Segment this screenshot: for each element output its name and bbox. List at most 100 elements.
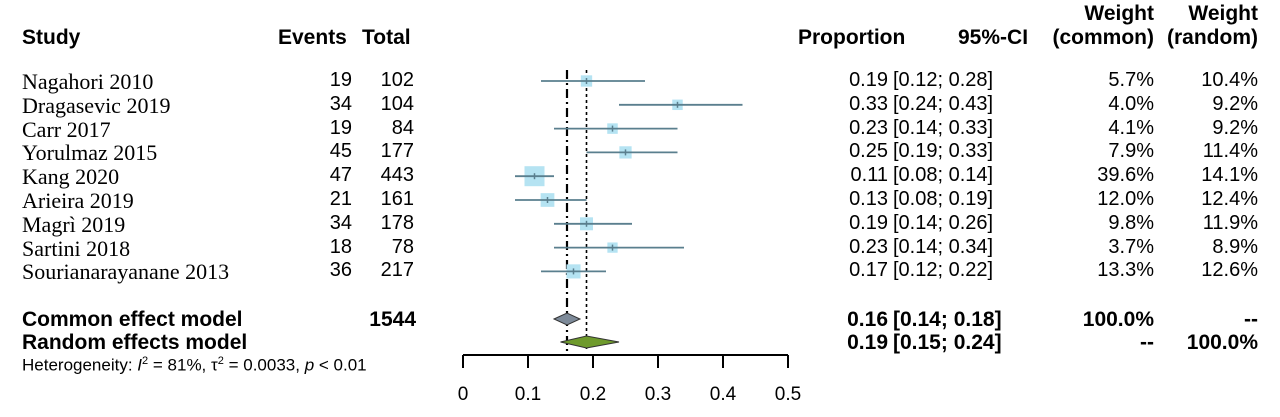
study-total: 102 <box>380 69 414 91</box>
study-proportion: 0.11 <box>850 164 888 187</box>
study-proportion: 0.19 <box>849 69 888 91</box>
study-proportion: 0.13 <box>849 188 888 210</box>
study-name: Carr 2017 <box>22 116 111 142</box>
study-proportion: 0.17 <box>849 259 888 282</box>
study-events: 21 <box>329 188 352 210</box>
x-tick-label: 0.3 <box>644 384 672 405</box>
common-model-weight-random: -- <box>1244 308 1258 331</box>
study-weight-common: 3.7% <box>1108 235 1154 258</box>
study-weight-random: 11.9% <box>1202 211 1258 234</box>
study-weight-random: 12.4% <box>1201 188 1258 210</box>
study-name: Dragasevic 2019 <box>22 92 171 118</box>
random-model-proportion: 0.19 <box>847 331 888 354</box>
header-weight-random-line2: (random) <box>1167 26 1258 49</box>
study-events: 47 <box>329 164 352 187</box>
common-model-ci: [0.14; 0.18] <box>893 308 1002 331</box>
study-weight-random: 9.2% <box>1212 92 1258 115</box>
x-tick-label: 0.1 <box>514 384 542 405</box>
heterogeneity-prefix: Heterogeneity: <box>22 355 138 375</box>
x-tick-label: 0.4 <box>709 384 737 405</box>
study-total: 178 <box>380 211 414 234</box>
study-name: Nagahori 2010 <box>22 69 154 94</box>
study-weight-random: 12.6% <box>1201 259 1258 282</box>
x-tick-label: 0 <box>457 384 469 405</box>
study-proportion: 0.23 <box>849 235 888 258</box>
study-weight-common: 4.1% <box>1108 116 1154 139</box>
study-name: Yorulmaz 2015 <box>22 140 158 166</box>
study-weight-random: 8.9% <box>1212 235 1258 258</box>
header-proportion: Proportion <box>798 26 906 49</box>
study-ci: [0.19; 0.33] <box>893 140 994 163</box>
study-ci: [0.14; 0.26] <box>893 211 994 234</box>
study-weight-common: 39.6% <box>1097 164 1154 187</box>
study-proportion: 0.19 <box>849 211 888 234</box>
study-total: 217 <box>380 259 414 282</box>
study-ci: [0.08; 0.19] <box>893 188 994 210</box>
i2-symbol: I <box>137 355 143 375</box>
study-ci: [0.14; 0.33] <box>893 116 994 139</box>
study-proportion: 0.23 <box>849 116 888 139</box>
study-name: Magrì 2019 <box>22 211 126 237</box>
study-events: 34 <box>329 92 352 115</box>
header-weight-common-line1: Weight <box>1084 2 1154 25</box>
tau2-symbol: τ <box>211 355 218 375</box>
study-total: 161 <box>380 188 414 210</box>
study-total: 104 <box>380 92 414 115</box>
random-model-weight-random: 100.0% <box>1186 331 1258 354</box>
study-events: 45 <box>329 140 352 163</box>
random-model-label: Random effects model <box>22 331 248 354</box>
study-total: 443 <box>380 164 414 187</box>
study-ci: [0.12; 0.28] <box>893 69 994 91</box>
study-weight-random: 10.4% <box>1201 69 1258 91</box>
common-model-label: Common effect model <box>22 308 243 331</box>
study-weight-random: 14.1% <box>1201 164 1258 187</box>
study-total: 177 <box>380 140 414 163</box>
study-events: 34 <box>329 211 352 234</box>
heterogeneity-text: Heterogeneity: I2 = 81%, τ2 = 0.0033, p … <box>22 355 367 375</box>
study-weight-common: 9.8% <box>1108 211 1154 234</box>
study-events: 19 <box>329 69 352 91</box>
study-name: Sourianarayanane 2013 <box>22 259 230 285</box>
study-proportion: 0.33 <box>849 92 888 115</box>
header-total: Total <box>362 26 411 49</box>
study-name: Sartini 2018 <box>22 235 131 261</box>
study-events: 18 <box>329 235 352 258</box>
common-effect-diamond <box>552 312 582 326</box>
header-ci: 95%-CI <box>958 26 1029 49</box>
study-weight-common: 7.9% <box>1108 140 1154 163</box>
study-ci: [0.08; 0.14] <box>893 164 994 187</box>
study-ci: [0.24; 0.43] <box>893 92 994 115</box>
random-model-ci: [0.15; 0.24] <box>893 331 1002 354</box>
x-tick-label: 0.2 <box>579 384 607 405</box>
common-model-total: 1544 <box>369 308 416 331</box>
random-effects-diamond <box>560 335 620 349</box>
study-total: 84 <box>391 116 414 139</box>
study-events: 36 <box>329 259 352 282</box>
study-name: Arieira 2019 <box>22 188 134 213</box>
header-study: Study <box>22 26 81 49</box>
study-weight-common: 13.3% <box>1097 259 1154 282</box>
study-total: 78 <box>391 235 414 258</box>
header-weight-random-line1: Weight <box>1188 2 1258 25</box>
header-events: Events <box>278 26 347 49</box>
p-symbol: p <box>304 355 315 375</box>
common-model-proportion: 0.16 <box>847 308 888 331</box>
header-weight-common-line2: (common) <box>1052 26 1155 49</box>
study-ci: [0.14; 0.34] <box>893 235 994 258</box>
i2-value: = 81%, <box>148 355 212 375</box>
study-weight-common: 5.7% <box>1108 69 1154 91</box>
study-name: Kang 2020 <box>22 164 120 190</box>
study-ci: [0.12; 0.22] <box>893 259 994 282</box>
common-model-weight-common: 100.0% <box>1082 308 1154 331</box>
random-model-weight-common: -- <box>1140 331 1154 354</box>
study-proportion: 0.25 <box>849 140 888 163</box>
study-weight-random: 11.4% <box>1202 140 1258 163</box>
tau2-value: = 0.0033, <box>223 355 305 375</box>
study-events: 19 <box>329 116 352 139</box>
study-weight-common: 4.0% <box>1108 92 1154 115</box>
x-tick-label: 0.5 <box>774 384 802 405</box>
study-weight-random: 9.2% <box>1212 116 1258 139</box>
study-weight-common: 12.0% <box>1097 188 1154 210</box>
p-value: < 0.01 <box>314 355 367 375</box>
